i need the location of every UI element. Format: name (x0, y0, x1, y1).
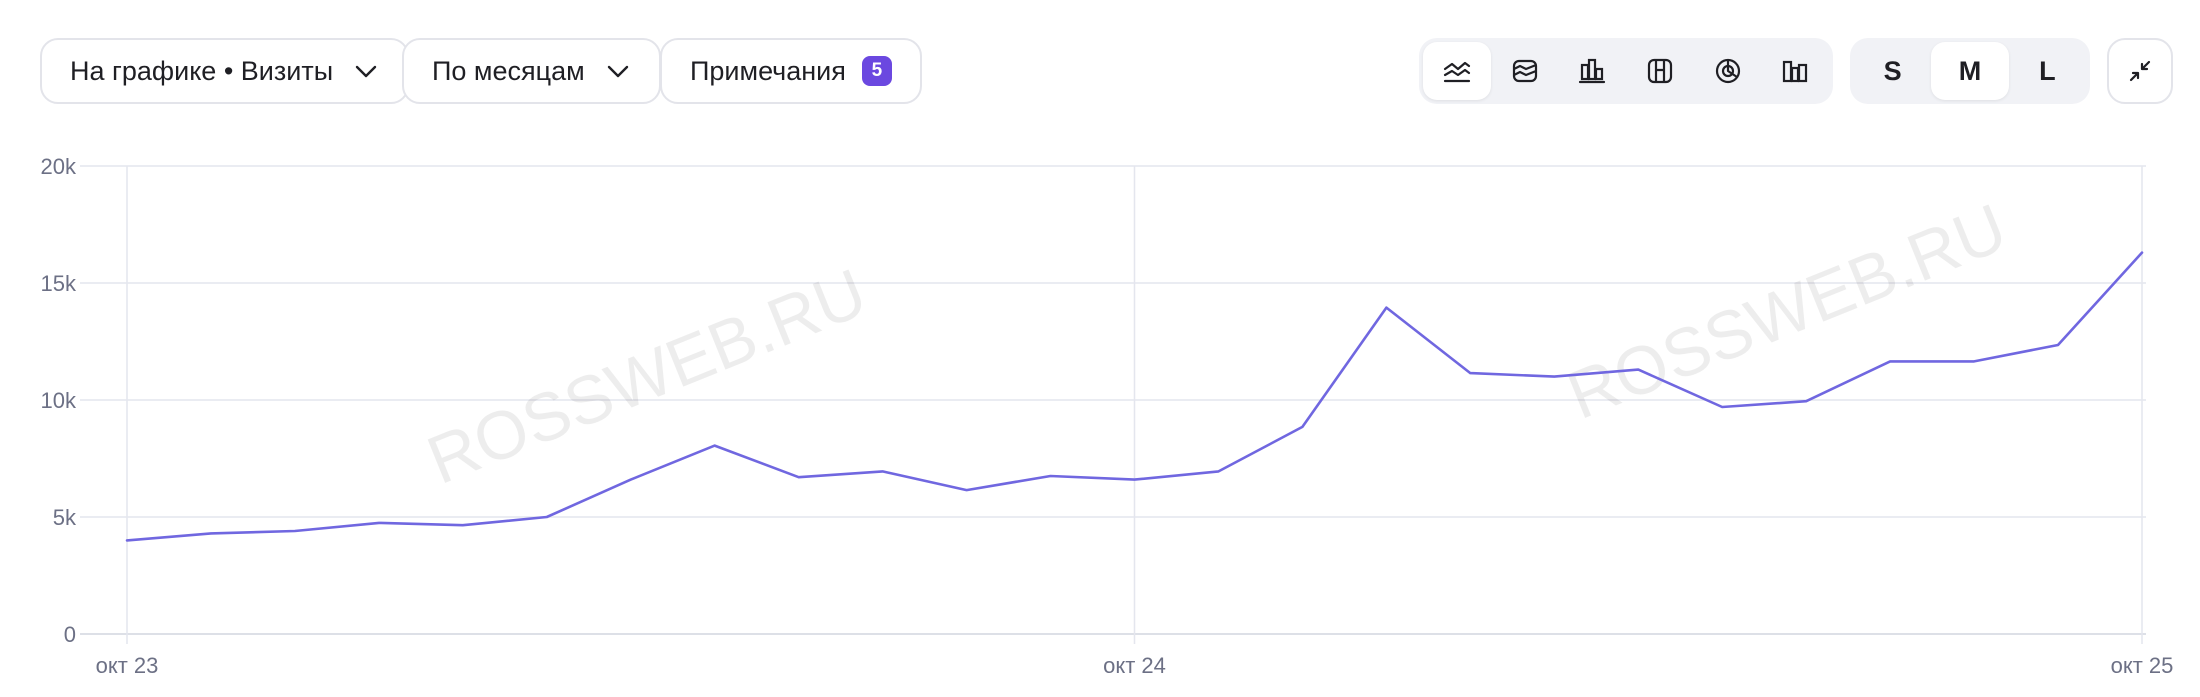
table-chart-icon (1647, 58, 1672, 84)
data-point[interactable] (370, 514, 388, 532)
data-point[interactable] (1797, 392, 1815, 410)
size-m-button[interactable]: M (1931, 42, 2009, 100)
data-point[interactable] (286, 522, 304, 540)
watermark-text: ROSSWEB.RU (1557, 189, 2016, 434)
data-point[interactable] (118, 531, 136, 549)
data-point[interactable] (2133, 244, 2151, 262)
data-point[interactable] (202, 524, 220, 542)
data-point[interactable] (1461, 364, 1479, 382)
collapse-button[interactable] (2107, 38, 2173, 104)
grid (80, 165, 2146, 644)
data-point[interactable] (1965, 352, 1983, 370)
line-chart-icon (1443, 61, 1470, 83)
area-chart-icon (1512, 59, 1537, 83)
notes-count-badge: 5 (861, 56, 892, 86)
y-tick-label: 15k (41, 271, 77, 296)
chart-type-bar[interactable] (1558, 42, 1626, 100)
chart-type-line[interactable] (1423, 42, 1491, 100)
size-l-button[interactable]: L (2039, 55, 2056, 86)
data-point[interactable] (2049, 336, 2067, 354)
data-point[interactable] (1713, 398, 1731, 416)
metric-selector[interactable]: На графике • Визиты (40, 38, 410, 104)
data-point[interactable] (1042, 467, 1060, 485)
data-point[interactable] (1629, 361, 1647, 379)
collapse-icon (2129, 60, 2151, 82)
data-point[interactable] (958, 481, 976, 499)
x-tick-label: окт 23 (96, 653, 159, 678)
watermark: ROSSWEB.RU ROSSWEB.RU (417, 189, 2016, 499)
chart-type-table[interactable] (1626, 42, 1694, 100)
bar-chart-icon (1579, 58, 1606, 84)
data-point[interactable] (790, 468, 808, 486)
chart-type-switcher (1419, 38, 1833, 104)
chart-type-pie[interactable] (1694, 42, 1762, 100)
data-point[interactable] (874, 462, 892, 480)
data-point[interactable] (454, 516, 472, 534)
data-point[interactable] (622, 471, 640, 489)
metric-selector-label: На графике • Визиты (70, 55, 334, 86)
column-chart-icon (1783, 60, 1808, 83)
y-tick-label: 5k (53, 505, 77, 530)
x-axis-ticks: окт 23 окт 24 окт 25 (96, 653, 2174, 678)
visits-series-line (125, 251, 2144, 542)
notes-label: Примечания (690, 55, 846, 86)
size-s-button[interactable]: S (1883, 55, 1902, 86)
data-point[interactable] (1293, 418, 1311, 436)
chevron-down-icon (607, 65, 628, 78)
notes-button[interactable]: Примечания 5 (660, 38, 922, 104)
data-point[interactable] (1126, 471, 1144, 489)
pie-chart-icon (1715, 58, 1740, 84)
data-point[interactable] (1377, 299, 1395, 317)
data-point[interactable] (1881, 352, 1899, 370)
y-tick-label: 0 (64, 622, 76, 647)
chevron-down-icon (355, 65, 377, 78)
data-point[interactable] (1210, 462, 1228, 480)
data-point[interactable] (706, 437, 724, 455)
watermark-text: ROSSWEB.RU (417, 254, 876, 499)
chart-type-area[interactable] (1491, 42, 1559, 100)
chart-type-column[interactable] (1761, 42, 1829, 100)
x-tick-label: окт 24 (1103, 653, 1166, 678)
x-tick-label: окт 25 (2111, 653, 2174, 678)
data-point[interactable] (538, 508, 556, 526)
series (118, 244, 2151, 549)
grouping-selector-label: По месяцам (432, 55, 585, 86)
size-switcher: S M L (1850, 38, 2090, 104)
grouping-selector[interactable]: По месяцам (402, 38, 661, 104)
data-point[interactable] (1545, 368, 1563, 386)
y-tick-label: 10k (41, 388, 77, 413)
y-axis-ticks: 0 5k 10k 15k 20k (41, 154, 77, 647)
y-tick-label: 20k (41, 154, 77, 179)
chart-toolbar: На графике • Визиты По месяцам Примечани… (0, 0, 2200, 140)
